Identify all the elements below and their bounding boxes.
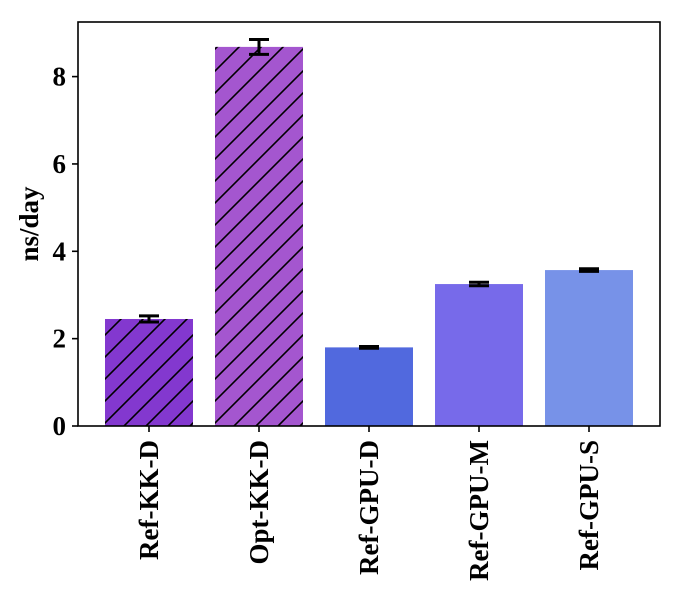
bar-ref-gpu-m	[435, 284, 523, 426]
y-ticks: 0 2 4 6 8	[53, 62, 78, 441]
x-tick-label-opt-kk-d: Opt-KK-D	[244, 440, 274, 565]
error-bar-opt-kk-d	[249, 37, 269, 56]
y-tick-label-2: 2	[53, 324, 67, 354]
y-tick-label-8: 8	[53, 62, 67, 92]
x-tick-label-ref-gpu-m: Ref-GPU-M	[464, 440, 494, 581]
error-bar-ref-gpu-d	[359, 345, 379, 350]
x-tick-label-ref-gpu-d: Ref-GPU-D	[354, 440, 384, 575]
bar-hatch-ref-kk-d	[105, 318, 193, 426]
bar-ref-gpu-d	[325, 347, 413, 426]
bars-layer	[105, 37, 633, 426]
x-tick-labels: Ref-KK-D Opt-KK-D Ref-GPU-D Ref-GPU-M Ref-GP…	[134, 426, 604, 581]
y-axis-label: ns/day	[14, 186, 44, 262]
x-tick-label-ref-gpu-s: Ref-GPU-S	[574, 440, 604, 570]
y-tick-label-0: 0	[53, 411, 67, 441]
error-bar-ref-gpu-m	[469, 280, 489, 288]
y-tick-label-4: 4	[53, 236, 67, 266]
error-bar-ref-gpu-s	[579, 267, 599, 273]
y-tick-label-6: 6	[53, 149, 67, 179]
bar-ref-gpu-s	[545, 270, 633, 426]
error-bar-ref-kk-d	[139, 314, 159, 324]
x-tick-label-ref-kk-d: Ref-KK-D	[134, 440, 164, 560]
bar-hatch-opt-kk-d	[215, 46, 303, 426]
